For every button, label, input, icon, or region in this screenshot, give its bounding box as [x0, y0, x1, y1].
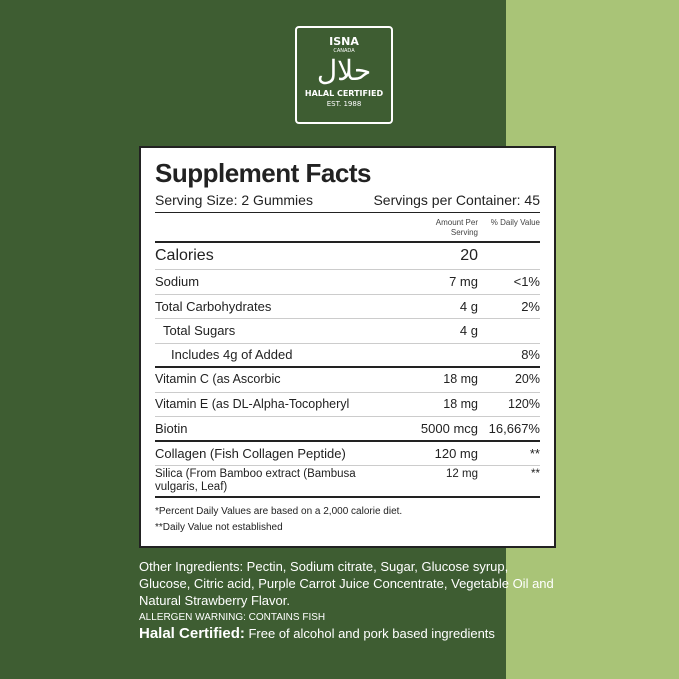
facts-row: Silica (From Bamboo extract (Bambusa vul… [155, 466, 540, 498]
nutrient-dv: 120% [508, 396, 540, 411]
nutrient-name: Collagen (Fish Collagen Peptide) [155, 445, 346, 461]
header-amount: Amount Per Serving [435, 218, 478, 237]
halal-label: Halal Certified: [139, 625, 245, 642]
nutrient-name: Vitamin C (as Ascorbic [155, 372, 281, 387]
nutrient-name: Calories [155, 247, 214, 264]
other-ingredients: Other Ingredients: Pectin, Sodium citrat… [139, 559, 554, 608]
nutrient-dv: 8% [521, 347, 540, 363]
facts-row: Calories 20 [155, 243, 540, 270]
facts-row: Sodium 7 mg <1% [155, 270, 540, 295]
nutrient-amount: 120 mg [434, 445, 478, 461]
nutrient-name: Sodium [155, 274, 200, 290]
nutrient-name: Silica (From Bamboo extract (Bambusa vul… [155, 468, 356, 493]
content-column: Supplement Facts Serving Size: 2 Gummies… [139, 146, 556, 642]
nutrient-dv: 2% [521, 298, 540, 314]
nutrient-name: Vitamin E (as DL-Alpha-Tocopheryl [155, 396, 350, 411]
allergen-warning: ALLERGEN WARNING: CONTAINS FISH [139, 612, 326, 623]
serving-info: Serving Size: 2 Gummies Servings per Con… [155, 192, 540, 213]
nutrient-dv: ** [531, 468, 540, 480]
footnote-2: **Daily Value not established [155, 522, 283, 533]
nutrient-name: Total Carbohydrates [155, 298, 272, 314]
nutrient-amount: 20 [460, 247, 478, 264]
serving-size: Serving Size: 2 Gummies [155, 192, 313, 208]
nutrient-amount: 5000 mcg [420, 420, 478, 436]
servings-per-container: Servings per Container: 45 [373, 192, 540, 208]
facts-row: Total Carbohydrates 4 g 2% [155, 295, 540, 319]
logo-arabic: حلال [316, 54, 372, 87]
nutrient-amount: 4 g [459, 298, 478, 314]
header-dv: % Daily Value [490, 218, 540, 227]
column-headers: Amount Per Serving % Daily Value [155, 213, 540, 243]
facts-row: Vitamin E (as DL-Alpha-Tocopheryl 18 mg 12… [155, 393, 540, 417]
logo-isna: ISNA [329, 35, 359, 48]
facts-row: Vitamin C (as Ascorbic 18 mg 20% [155, 368, 540, 393]
logo-certified: HALAL CERTIFIED [304, 89, 384, 98]
logo-canada: CANADA [333, 48, 355, 54]
nutrient-amount: 18 mg [443, 372, 478, 387]
nutrient-dv: 20% [514, 372, 540, 387]
facts-row: Includes 4g of Added 8% [155, 344, 540, 368]
halal-statement: Halal Certified: Free of alcohol and por… [139, 625, 556, 642]
supplement-facts-panel: Supplement Facts Serving Size: 2 Gummies… [139, 146, 556, 548]
facts-row: Collagen (Fish Collagen Peptide) 120 mg ** [155, 442, 540, 466]
nutrient-name: Includes 4g of Added [171, 347, 293, 363]
facts-title: Supplement Facts [155, 158, 371, 188]
nutrient-name: Total Sugars [163, 323, 236, 339]
logo-est: EST. 1988 [326, 100, 362, 108]
footnotes: *Percent Daily Values are based on a 2,0… [155, 504, 540, 536]
facts-row: Total Sugars 4 g [155, 319, 540, 344]
facts-rows: Calories 20 Sodium 7 mg <1% Total Carbohydrat… [155, 243, 540, 498]
nutrient-amount: 4 g [459, 323, 478, 339]
nutrient-amount: 7 mg [449, 274, 478, 290]
halal-text: Free of alcohol and pork based ingredien… [244, 626, 495, 641]
nutrient-amount: 12 mg [446, 468, 478, 480]
footnote-1: *Percent Daily Values are based on a 2,0… [155, 506, 403, 517]
nutrient-dv: <1% [513, 274, 540, 290]
facts-row: Biotin 5000 mcg 16,667% [155, 417, 540, 442]
nutrient-dv: ** [529, 445, 540, 461]
halal-certified-logo: ISNA CANADA حلال HALAL CERTIFIED EST. 19… [295, 26, 393, 124]
nutrient-dv: 16,667% [488, 420, 540, 436]
nutrient-name: Biotin [155, 420, 188, 436]
nutrient-amount: 18 mg [443, 396, 478, 411]
